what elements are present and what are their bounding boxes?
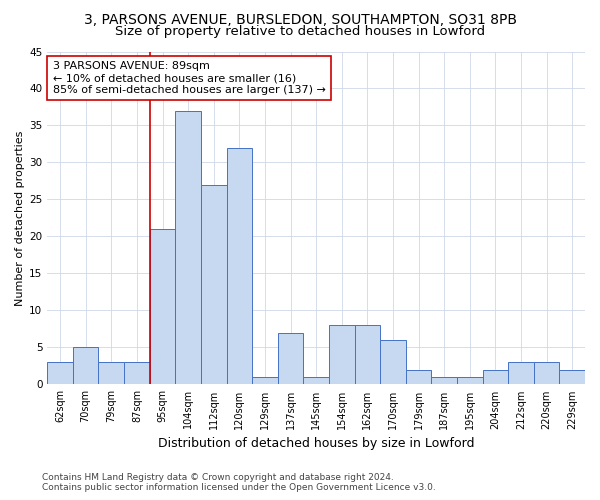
Bar	[457, 377, 482, 384]
Bar	[406, 370, 431, 384]
Bar	[559, 370, 585, 384]
Bar	[98, 362, 124, 384]
Bar	[201, 184, 227, 384]
Bar	[124, 362, 150, 384]
Text: 3 PARSONS AVENUE: 89sqm
← 10% of detached houses are smaller (16)
85% of semi-de: 3 PARSONS AVENUE: 89sqm ← 10% of detache…	[53, 62, 326, 94]
Bar	[252, 377, 278, 384]
X-axis label: Distribution of detached houses by size in Lowford: Distribution of detached houses by size …	[158, 437, 475, 450]
Bar	[380, 340, 406, 384]
Bar	[431, 377, 457, 384]
Bar	[534, 362, 559, 384]
Bar	[304, 377, 329, 384]
Bar	[329, 325, 355, 384]
Bar	[355, 325, 380, 384]
Bar	[150, 229, 175, 384]
Text: 3, PARSONS AVENUE, BURSLEDON, SOUTHAMPTON, SO31 8PB: 3, PARSONS AVENUE, BURSLEDON, SOUTHAMPTO…	[83, 12, 517, 26]
Bar	[508, 362, 534, 384]
Bar	[482, 370, 508, 384]
Bar	[47, 362, 73, 384]
Bar	[278, 332, 304, 384]
Text: Contains HM Land Registry data © Crown copyright and database right 2024.
Contai: Contains HM Land Registry data © Crown c…	[42, 473, 436, 492]
Y-axis label: Number of detached properties: Number of detached properties	[15, 130, 25, 306]
Bar	[73, 348, 98, 385]
Text: Size of property relative to detached houses in Lowford: Size of property relative to detached ho…	[115, 25, 485, 38]
Bar	[175, 110, 201, 384]
Bar	[227, 148, 252, 384]
